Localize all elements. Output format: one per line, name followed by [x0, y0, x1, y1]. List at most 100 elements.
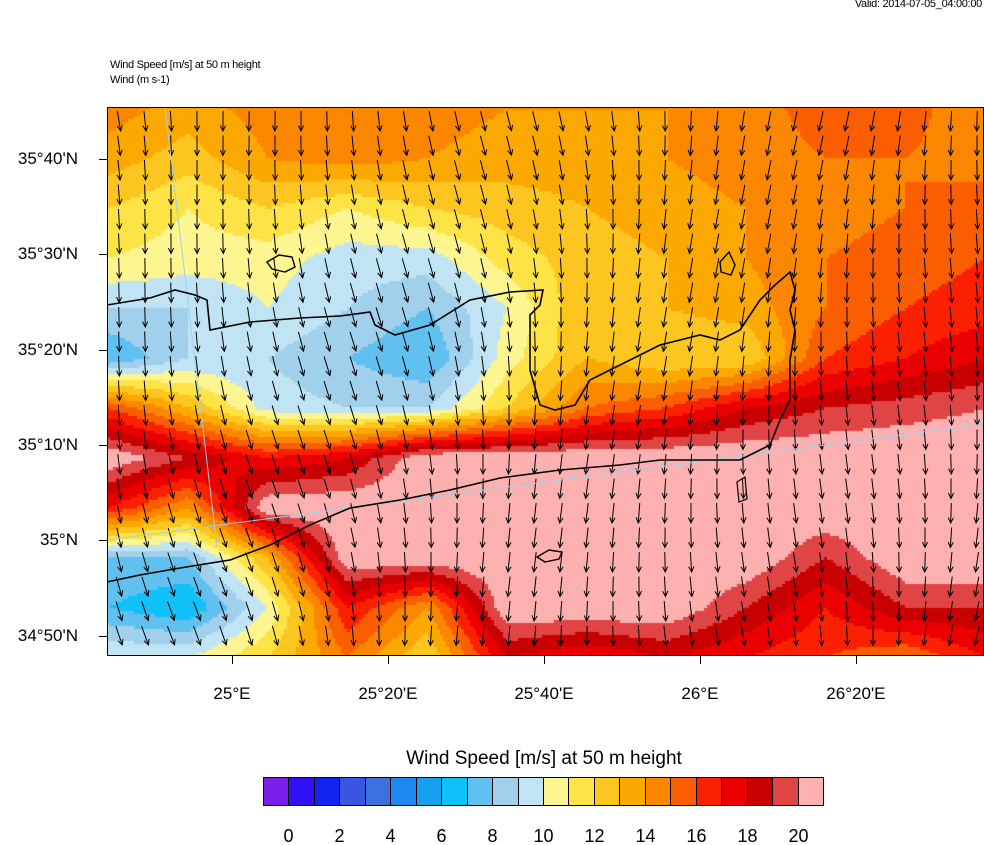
- wind-arrow: [844, 429, 851, 451]
- wind-arrow: [609, 380, 616, 402]
- colorbar-label: 8: [487, 826, 498, 845]
- lat-tick-label: 35°N: [40, 530, 78, 550]
- wind-arrow: [687, 453, 694, 476]
- wind-arrow: [922, 380, 929, 402]
- wind-arrow: [766, 478, 773, 500]
- wind-arrow: [739, 135, 746, 157]
- colorbar-label: 10: [533, 826, 554, 845]
- wind-arrow: [479, 601, 486, 623]
- wind-arrow: [948, 404, 955, 427]
- wind-arrow: [792, 503, 799, 525]
- wind-arrow: [714, 576, 721, 598]
- wind-arrow: [662, 551, 669, 574]
- wind-arrow: [610, 111, 617, 133]
- wind-arrow: [453, 209, 462, 230]
- wind-arrow: [375, 356, 384, 377]
- wind-arrow: [480, 282, 487, 304]
- wind-arrow: [766, 552, 773, 574]
- wind-arrow: [661, 307, 668, 329]
- lon-tick-mark: [855, 656, 857, 664]
- wind-arrow: [376, 429, 384, 451]
- wind-arrow: [531, 527, 538, 549]
- wind-arrow: [167, 184, 175, 206]
- wind-arrow: [246, 307, 253, 329]
- wind-arrow: [246, 257, 253, 280]
- wind-arrow: [297, 110, 305, 133]
- wind-arrow: [531, 429, 538, 451]
- wind-arrow: [817, 160, 824, 181]
- colorbar: [263, 777, 824, 806]
- wind-arrow: [895, 208, 902, 231]
- wind-arrow: [609, 527, 616, 549]
- wind-arrow: [168, 478, 176, 500]
- wind-arrow: [765, 331, 772, 353]
- wind-arrow: [219, 454, 228, 475]
- wind-arrow: [375, 380, 384, 402]
- colorbar-swatch: [442, 778, 468, 805]
- wind-arrow: [687, 307, 694, 328]
- wind-arrow: [272, 233, 279, 255]
- wind-arrow: [791, 233, 798, 255]
- wind-arrow: [245, 110, 252, 133]
- island-dia: [265, 254, 296, 273]
- wind-arrow: [375, 282, 384, 304]
- wind-arrow: [298, 135, 305, 157]
- wind-arrow: [531, 404, 538, 427]
- wind-arrow: [818, 454, 825, 476]
- wind-arrow: [895, 135, 902, 157]
- wind-arrow: [271, 380, 280, 402]
- wind-arrow: [870, 306, 877, 329]
- wind-arrow: [480, 429, 487, 451]
- wind-arrow: [402, 478, 409, 500]
- wind-arrow: [245, 454, 254, 475]
- wind-arrow: [375, 331, 384, 353]
- wind-arrow: [558, 257, 565, 280]
- wind-arrow: [661, 159, 668, 182]
- wind-arrow: [558, 233, 565, 255]
- wind-arrow: [142, 503, 150, 524]
- wind-arrow: [922, 478, 929, 500]
- wind-arrow: [427, 258, 436, 279]
- wind-arrow: [246, 282, 253, 304]
- colorbar-swatch: [747, 778, 774, 805]
- wind-arrow: [271, 478, 280, 500]
- wind-arrow: [921, 111, 928, 133]
- wind-arrow: [194, 454, 202, 475]
- wind-arrow: [116, 160, 123, 182]
- wind-arrow: [895, 233, 903, 255]
- wind-arrow: [401, 625, 408, 647]
- wind-arrow: [635, 159, 643, 182]
- wind-arrow: [402, 209, 410, 230]
- wind-arrow: [271, 454, 280, 475]
- wind-arrow: [167, 208, 175, 231]
- wind-arrow: [376, 600, 383, 623]
- wind-arrow: [896, 380, 903, 402]
- map-plot-area: [107, 107, 984, 656]
- wind-arrow: [636, 110, 643, 133]
- wind-arrow: [869, 135, 876, 157]
- colorbar-swatch: [620, 778, 646, 805]
- wind-arrow: [428, 405, 435, 426]
- colorbar-swatch: [594, 778, 621, 805]
- wind-arrow: [454, 356, 461, 377]
- wind-arrow: [427, 209, 436, 230]
- wind-arrow: [167, 527, 176, 549]
- colorbar-swatch: [696, 778, 723, 805]
- wind-arrow: [401, 307, 410, 328]
- wind-arrow: [713, 258, 720, 279]
- wind-arrow: [557, 478, 564, 500]
- wind-arrow: [402, 503, 409, 525]
- wind-arrow: [116, 233, 123, 255]
- wind-arrow: [739, 380, 746, 402]
- colorbar-label: 12: [584, 826, 605, 845]
- wind-arrow: [869, 111, 876, 132]
- wind-arrow: [818, 404, 825, 427]
- wind-arrow: [506, 111, 514, 132]
- wind-arrow: [167, 233, 175, 255]
- wind-arrow: [506, 184, 514, 206]
- wind-arrow: [844, 478, 851, 500]
- wind-arrow: [792, 478, 799, 500]
- wind-arrow: [557, 429, 564, 451]
- wind-arrow: [921, 576, 928, 598]
- wind-arrow: [973, 576, 980, 598]
